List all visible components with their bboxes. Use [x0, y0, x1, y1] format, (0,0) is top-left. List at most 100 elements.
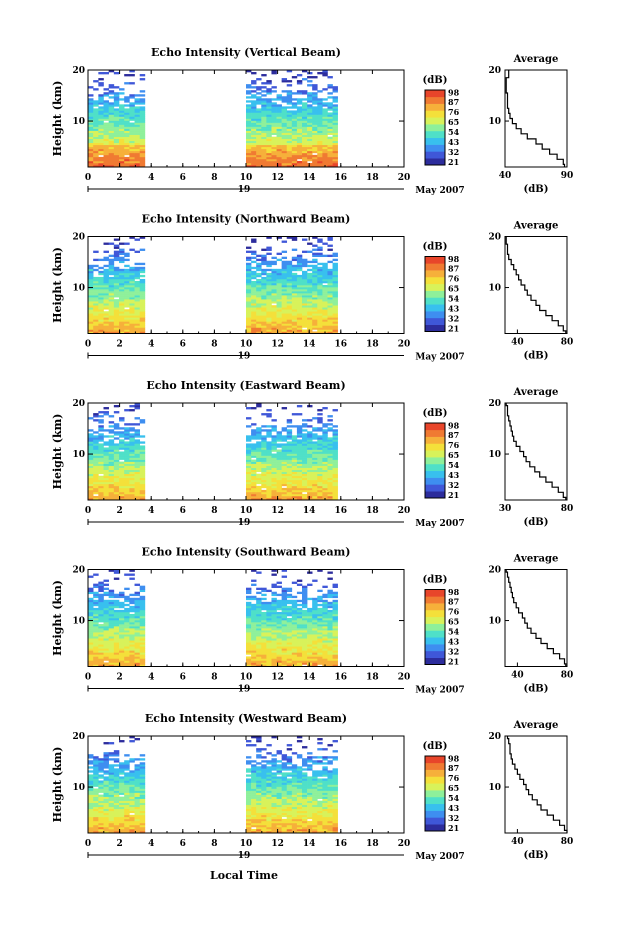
heatmap-cell — [88, 770, 94, 773]
heatmap-cell — [108, 285, 115, 288]
heatmap-cell — [88, 644, 94, 647]
heatmap-cell — [286, 98, 293, 101]
heatmap-cell — [291, 148, 298, 152]
heatmap-cell — [332, 479, 338, 483]
heatmap-cell — [134, 497, 141, 501]
heatmap-cell — [108, 276, 115, 280]
heatmap-cell — [322, 148, 328, 152]
heatmap-cell — [93, 808, 99, 812]
heatmap-cell — [113, 254, 120, 258]
heatmap-cell — [291, 305, 298, 308]
heatmap-cell — [307, 108, 313, 111]
heatmap-cell — [129, 599, 135, 603]
heatmap-cell — [119, 455, 125, 458]
heatmap-cell — [129, 305, 135, 308]
heatmap-cell — [271, 479, 277, 483]
heatmap-cell — [332, 252, 338, 255]
heatmap-cell — [307, 626, 313, 629]
heatmap-cell — [256, 457, 262, 460]
heatmap-cell — [332, 435, 338, 438]
heatmap-cell — [139, 447, 146, 450]
heatmap-cell — [276, 164, 282, 168]
heatmap-cell — [302, 493, 308, 497]
heatmap-cell — [291, 624, 298, 627]
heatmap-cell — [327, 285, 333, 288]
heatmap-cell — [88, 654, 94, 657]
heatmap-cell — [312, 435, 318, 438]
heatmap-cell — [296, 282, 303, 286]
heatmap-cell — [307, 307, 313, 310]
heatmap-cell — [266, 449, 272, 452]
heatmap-cell — [139, 465, 146, 468]
heatmap-cell — [134, 423, 141, 426]
heatmap-cell — [103, 601, 109, 605]
heatmap-cell — [307, 638, 313, 641]
heatmap-cell — [98, 632, 104, 635]
heatmap-cell — [124, 150, 130, 154]
heatmap-cell — [103, 644, 109, 647]
heatmap-cell — [98, 758, 104, 761]
heatmap-cell — [119, 469, 125, 473]
heatmap-cell — [286, 311, 293, 314]
heatmap-cell — [261, 425, 267, 428]
heatmap-cell — [261, 485, 267, 489]
heatmap-cell — [276, 449, 282, 452]
heatmap-cell — [88, 788, 94, 791]
heatmap-cell — [332, 640, 338, 643]
heatmap-cell — [108, 788, 115, 791]
heatmap-cell — [261, 463, 267, 466]
heatmap-cell — [322, 287, 328, 290]
heatmap-cell — [251, 94, 257, 97]
heatmap-cell — [271, 487, 277, 491]
heatmap-cell — [246, 615, 252, 619]
y-axis-label: Height (km) — [51, 81, 64, 157]
heatmap-cell — [281, 439, 288, 442]
heatmap-cell — [93, 624, 99, 627]
heatmap-cell — [302, 585, 308, 588]
colorbar-swatch — [425, 463, 445, 472]
heatmap-cell — [261, 658, 267, 661]
heatmap-cell — [251, 447, 257, 450]
heatmap-cell — [93, 585, 99, 588]
heatmap-cell — [93, 297, 99, 300]
heatmap-cell — [261, 601, 267, 605]
heatmap-cell — [256, 122, 262, 125]
heatmap-cell — [124, 622, 130, 625]
heatmap-cell — [332, 656, 338, 659]
heatmap-cell — [276, 632, 282, 635]
heatmap-cell — [124, 441, 130, 444]
heatmap-cell — [124, 457, 130, 460]
heatmap-cell — [246, 311, 252, 314]
heatmap-cell — [271, 142, 277, 146]
heatmap-cell — [113, 824, 120, 828]
heatmap-cell — [103, 457, 109, 460]
heatmap-cell — [291, 132, 298, 135]
heatmap-cell — [103, 327, 109, 330]
heatmap-cell — [119, 830, 125, 834]
heatmap-cell — [108, 603, 115, 607]
heatmap-cell — [281, 479, 288, 483]
colorbar-swatch — [425, 436, 445, 444]
heatmap-cell — [139, 810, 146, 814]
heatmap-cell — [119, 457, 125, 460]
heatmap-cell — [322, 654, 328, 657]
heatmap-cell — [113, 150, 120, 154]
heatmap-cell — [302, 489, 308, 493]
heatmap-cell — [286, 295, 293, 298]
heatmap-cell — [307, 327, 313, 330]
heatmap-cell — [266, 443, 272, 446]
heatmap-cell — [129, 461, 135, 464]
heatmap-cell — [291, 140, 298, 144]
heatmap-cell — [98, 276, 104, 280]
heatmap-cell — [322, 321, 328, 324]
heatmap-cell — [291, 437, 298, 440]
heatmap-cell — [302, 116, 308, 119]
heatmap-cell — [291, 465, 298, 468]
heatmap-cell — [332, 620, 338, 623]
heatmap-cell — [139, 142, 146, 146]
heatmap-cell — [291, 425, 298, 428]
heatmap-cell — [332, 497, 338, 501]
heatmap-cell — [276, 329, 282, 332]
heatmap-cell — [103, 814, 109, 818]
heatmap-cell — [327, 317, 333, 320]
